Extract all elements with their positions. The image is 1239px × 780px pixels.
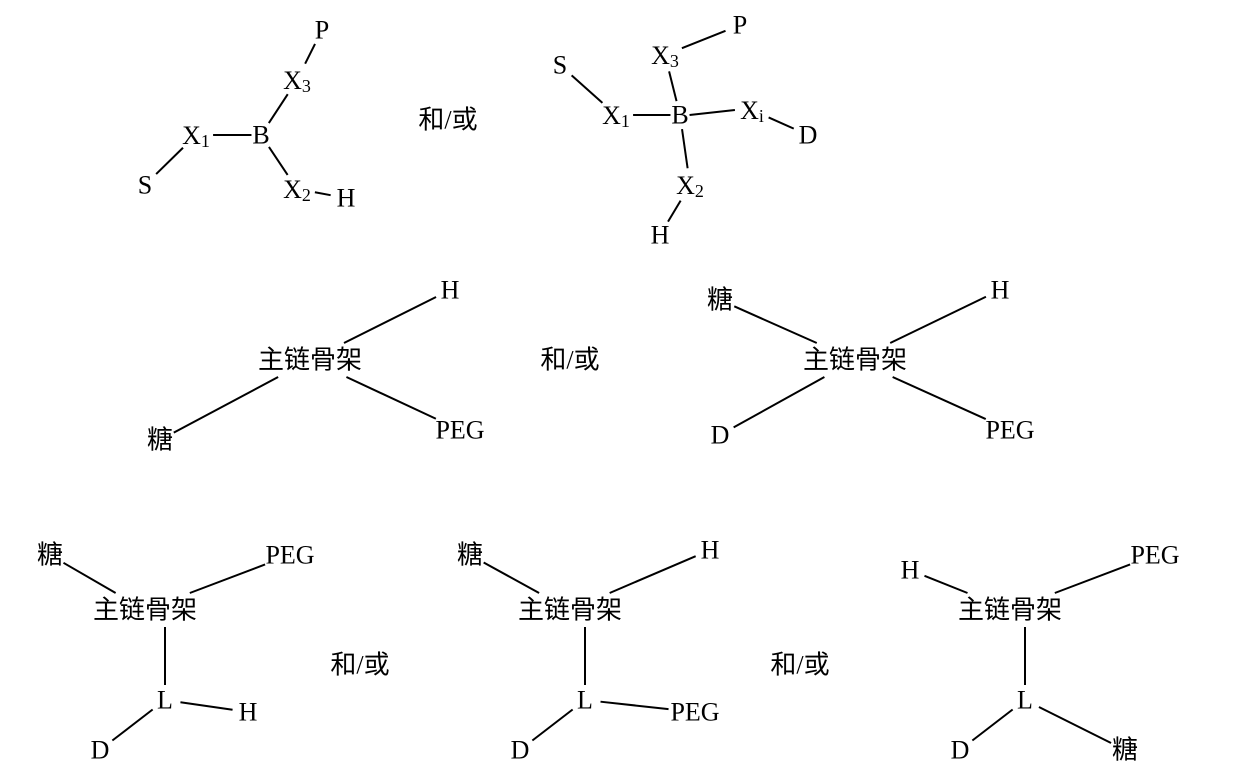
backbone-label: 主链骨架 [803, 346, 907, 375]
end-P: P [733, 11, 747, 40]
connector-text: 和/或 [418, 106, 477, 135]
end-H: H [337, 184, 356, 213]
bond-line [890, 297, 986, 343]
connector-text: 和/或 [330, 651, 389, 680]
end-H: H [901, 556, 920, 585]
end-PEG: PEG [435, 416, 484, 445]
bond-line [346, 377, 435, 419]
end-H: H [701, 536, 720, 565]
bond-line [893, 377, 986, 419]
end-糖: 糖 [147, 426, 173, 455]
bond-line [682, 31, 726, 48]
bond-line [610, 556, 696, 593]
bond-line [601, 702, 669, 709]
chemical-diagram: BX1SX2HX3PBX1SX2HX3PXiD和/或主链骨架HPEG糖主链骨架H… [0, 0, 1239, 780]
backbone-label: 主链骨架 [518, 596, 622, 625]
bond-line [484, 563, 539, 593]
center-B: B [671, 101, 688, 130]
bond-line [174, 377, 278, 433]
bond-line [769, 117, 794, 128]
end-D: D [711, 421, 730, 450]
linker-X3: X3 [283, 66, 311, 97]
bond-line [682, 129, 688, 168]
end-H: H [991, 276, 1010, 305]
bond-line [972, 710, 1012, 741]
bond-line [64, 563, 116, 593]
end-H: H [651, 221, 670, 250]
end-S: S [553, 51, 567, 80]
bond-line [734, 306, 816, 343]
bond-line [669, 71, 676, 101]
bond-line [734, 377, 825, 427]
end-PEG: PEG [670, 698, 719, 727]
bond-line [532, 710, 572, 741]
linker-X3: X3 [651, 41, 679, 72]
bond-line [572, 75, 603, 102]
linker-X1: X1 [182, 121, 210, 152]
bond-line [180, 702, 232, 710]
bond-line [269, 94, 288, 123]
bond-line [924, 576, 967, 593]
linker-L: L [1017, 686, 1033, 715]
bond-line [305, 44, 315, 64]
bond-line [1039, 707, 1111, 743]
end-PEG: PEG [265, 541, 314, 570]
end-P: P [315, 16, 329, 45]
linker-L: L [577, 686, 593, 715]
bond-line [315, 192, 331, 195]
connector-text: 和/或 [770, 651, 829, 680]
linker-X1: X1 [602, 101, 630, 132]
backbone-label: 主链骨架 [93, 596, 197, 625]
bond-line [1055, 564, 1130, 593]
end-D: D [91, 736, 110, 765]
bond-line [690, 110, 735, 115]
end-PEG: PEG [1130, 541, 1179, 570]
bond-line [269, 147, 288, 175]
linker-Xi: Xi [740, 96, 764, 127]
linker-X2: X2 [676, 171, 704, 202]
connector-text: 和/或 [540, 346, 599, 375]
end-糖: 糖 [707, 286, 733, 315]
end-S: S [138, 171, 152, 200]
center-B: B [252, 121, 269, 150]
backbone-label: 主链骨架 [258, 346, 362, 375]
bond-line [344, 297, 436, 343]
end-D: D [799, 121, 818, 150]
bond-line [112, 710, 152, 741]
end-糖: 糖 [1112, 736, 1138, 765]
backbone-label: 主链骨架 [958, 596, 1062, 625]
end-PEG: PEG [985, 416, 1034, 445]
end-D: D [511, 736, 530, 765]
bond-line [668, 201, 681, 222]
end-糖: 糖 [457, 541, 483, 570]
end-糖: 糖 [37, 541, 63, 570]
linker-X2: X2 [283, 175, 311, 206]
end-H: H [441, 276, 460, 305]
end-H: H [239, 698, 258, 727]
linker-L: L [157, 686, 173, 715]
bond-line [190, 564, 265, 593]
bond-line [156, 148, 183, 174]
end-D: D [951, 736, 970, 765]
